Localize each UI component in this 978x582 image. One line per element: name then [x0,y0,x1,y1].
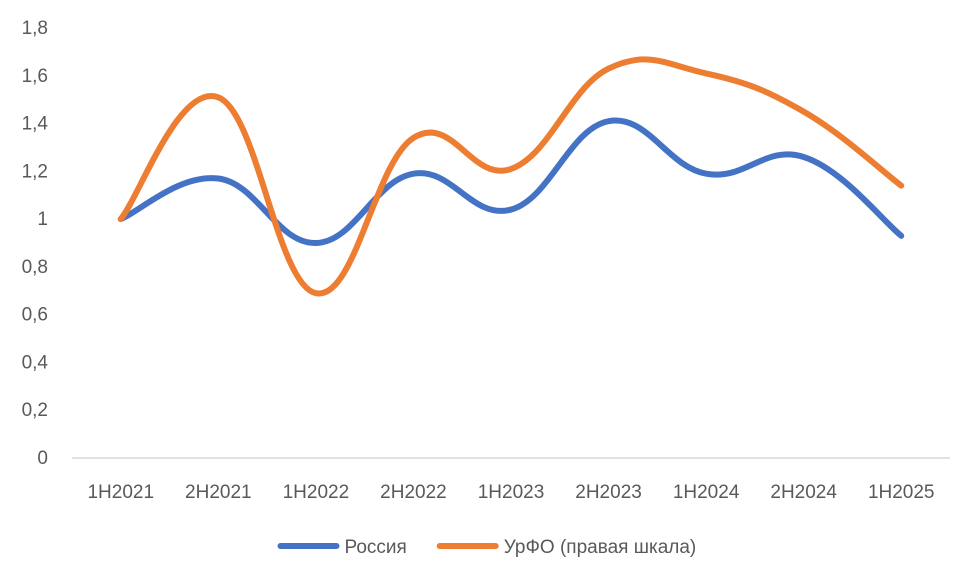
x-tick-label: 1H2025 [868,482,935,503]
y-tick-label: 0,2 [22,400,48,421]
y-tick-label: 1,8 [22,18,48,39]
y-tick-label: 1,2 [22,161,48,182]
x-tick-label: 1H2021 [87,482,154,503]
y-tick-label: 0 [37,448,48,469]
x-tick-label: 2H2022 [380,482,447,503]
x-tick-label: 1H2024 [673,482,740,503]
x-tick-label: 2H2024 [770,482,837,503]
y-tick-label: 1,4 [22,114,49,135]
x-tick-label: 1H2023 [478,482,545,503]
y-tick-label: 0,6 [22,305,48,326]
y-tick-label: 0,4 [22,352,49,373]
x-axis-ticks: 1H2021 2H2021 1H2022 2H2022 1H2023 2H2023 1H20… [87,482,934,503]
legend-label-1: Россия [345,537,407,558]
series-line-1 [117,117,905,247]
y-axis-ticks: 0 0,2 0,4 0,6 0,8 1 1,2 1,4 1,6 1,8 [22,18,49,469]
legend: Россия УрФО (правая шкала) [277,537,697,558]
x-tick-label: 1H2022 [283,482,350,503]
x-tick-label: 2H2023 [575,482,642,503]
series-lines [117,56,905,297]
y-tick-label: 1,6 [22,66,48,87]
y-tick-label: 1 [37,209,48,230]
x-tick-label: 2H2021 [185,482,252,503]
legend-label-2: УрФО (правая шкала) [504,537,697,558]
series-line-2 [117,56,905,297]
y-tick-label: 0,8 [22,257,48,278]
